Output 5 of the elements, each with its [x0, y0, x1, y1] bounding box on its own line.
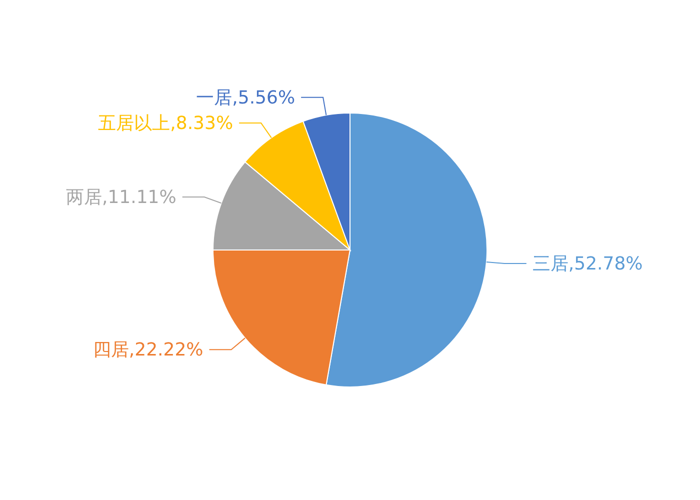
- slice-label: 两居,11.11%: [66, 186, 176, 208]
- slice-label: 五居以上,8.33%: [98, 113, 234, 134]
- slice-label: 一居,5.56%: [196, 87, 296, 108]
- slice-label: 三居,52.78%: [532, 254, 643, 275]
- slice-label: 四居,22.22%: [92, 340, 204, 361]
